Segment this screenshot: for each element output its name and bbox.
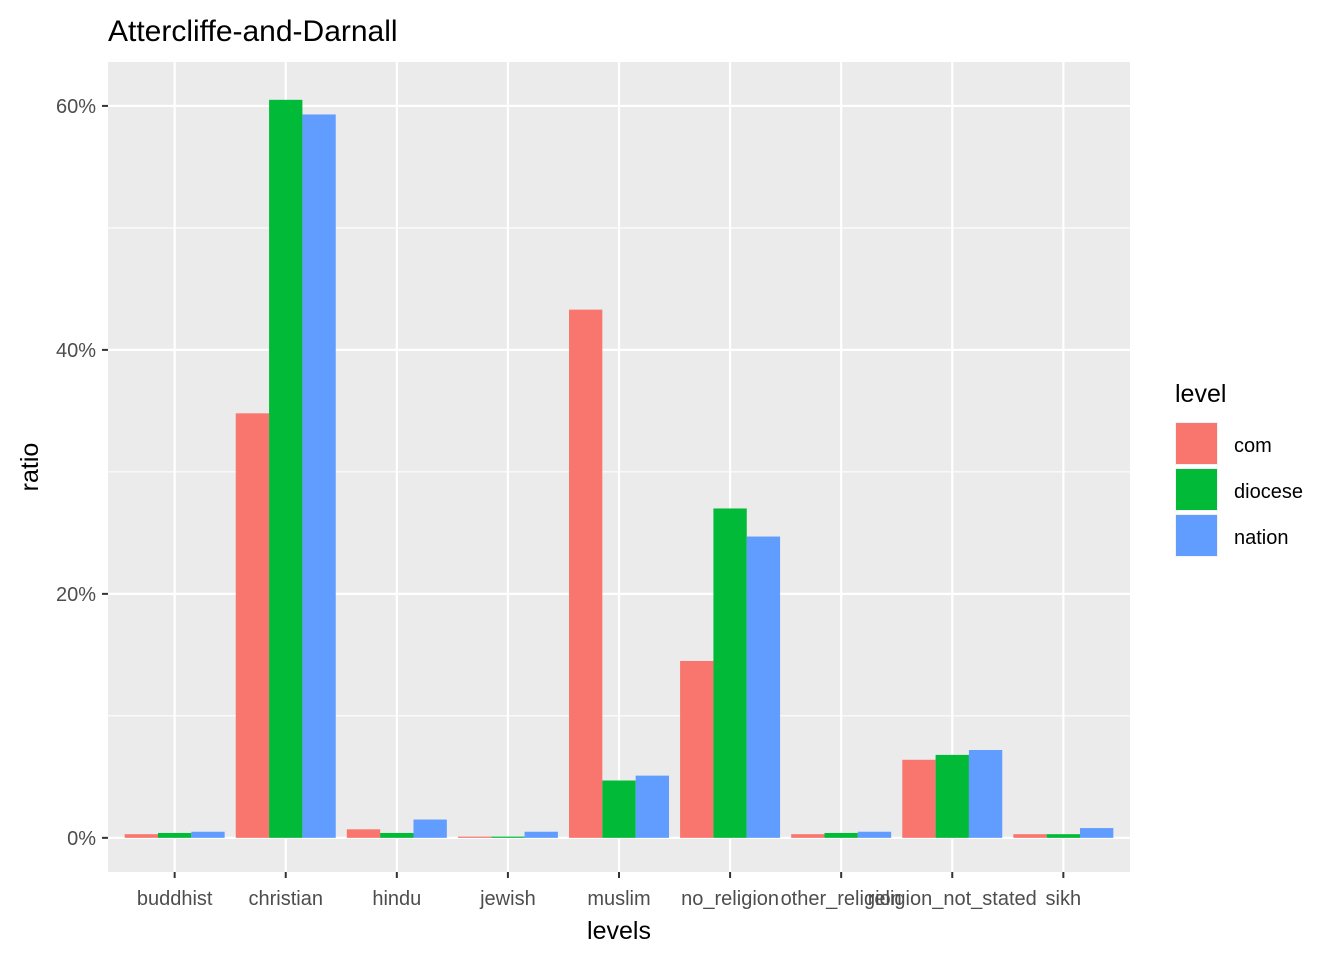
bar-nation-sikh xyxy=(1080,828,1114,838)
x-tick-label: buddhist xyxy=(137,888,213,910)
y-tick-label: 0% xyxy=(67,828,96,850)
x-tick-label: no_religion xyxy=(681,888,779,910)
legend-key-com xyxy=(1176,423,1217,464)
x-tick-label: other_religion xyxy=(781,888,902,910)
y-tick-label: 40% xyxy=(56,340,96,362)
bar-com-christian xyxy=(235,413,270,838)
x-tick-label: religion_not_stated xyxy=(868,888,1037,910)
bar-nation-religion_not_stated xyxy=(968,750,1003,838)
legend-label-com: com xyxy=(1234,435,1272,457)
bar-diocese-buddhist xyxy=(157,832,192,838)
bar-com-other_religion xyxy=(791,834,825,838)
bar-diocese-other_religion xyxy=(824,832,858,838)
bar-nation-buddhist xyxy=(191,831,225,838)
bar-com-jewish xyxy=(457,836,492,838)
x-tick-label: hindu xyxy=(372,888,421,910)
bar-com-religion_not_stated xyxy=(902,759,936,838)
bar-diocese-christian xyxy=(269,99,303,838)
legend-label-diocese: diocese xyxy=(1234,481,1303,503)
x-tick-label: jewish xyxy=(479,888,536,910)
bar-nation-hindu xyxy=(413,819,447,838)
bar-com-sikh xyxy=(1013,834,1047,838)
x-tick-label: muslim xyxy=(587,888,650,910)
chart-title: Attercliffe-and-Darnall xyxy=(108,15,398,48)
legend-title: level xyxy=(1175,380,1226,408)
bar-diocese-no_religion xyxy=(713,508,747,838)
bar-nation-christian xyxy=(302,114,336,838)
x-tick-label: christian xyxy=(248,888,322,910)
y-axis-title: ratio xyxy=(16,443,44,492)
y-axis: 0% 20% 40% 60% xyxy=(56,96,108,850)
bar-nation-jewish xyxy=(524,831,558,838)
bar-nation-other_religion xyxy=(857,831,892,838)
bars xyxy=(124,99,1114,838)
bar-com-buddhist xyxy=(124,834,158,838)
x-axis-title: levels xyxy=(587,917,651,945)
legend-label-nation: nation xyxy=(1234,527,1289,549)
bar-com-no_religion xyxy=(680,660,714,838)
legend: level com diocese nation xyxy=(1175,380,1303,557)
bar-diocese-sikh xyxy=(1046,834,1081,838)
bar-diocese-muslim xyxy=(602,780,636,838)
bar-com-muslim xyxy=(569,309,603,838)
bar-diocese-hindu xyxy=(380,832,414,838)
bar-nation-no_religion xyxy=(746,536,781,838)
bar-com-hindu xyxy=(346,829,381,838)
bar-diocese-jewish xyxy=(491,836,525,838)
x-tick-label: sikh xyxy=(1046,888,1082,910)
y-tick-label: 60% xyxy=(56,96,96,118)
bar-nation-muslim xyxy=(635,775,669,838)
legend-key-diocese xyxy=(1176,469,1217,510)
bar-diocese-religion_not_stated xyxy=(935,754,969,838)
x-axis: buddhist christian hindu jewish muslim no_rel… xyxy=(137,872,1081,910)
legend-key-nation xyxy=(1176,515,1217,556)
y-tick-label: 20% xyxy=(56,584,96,606)
